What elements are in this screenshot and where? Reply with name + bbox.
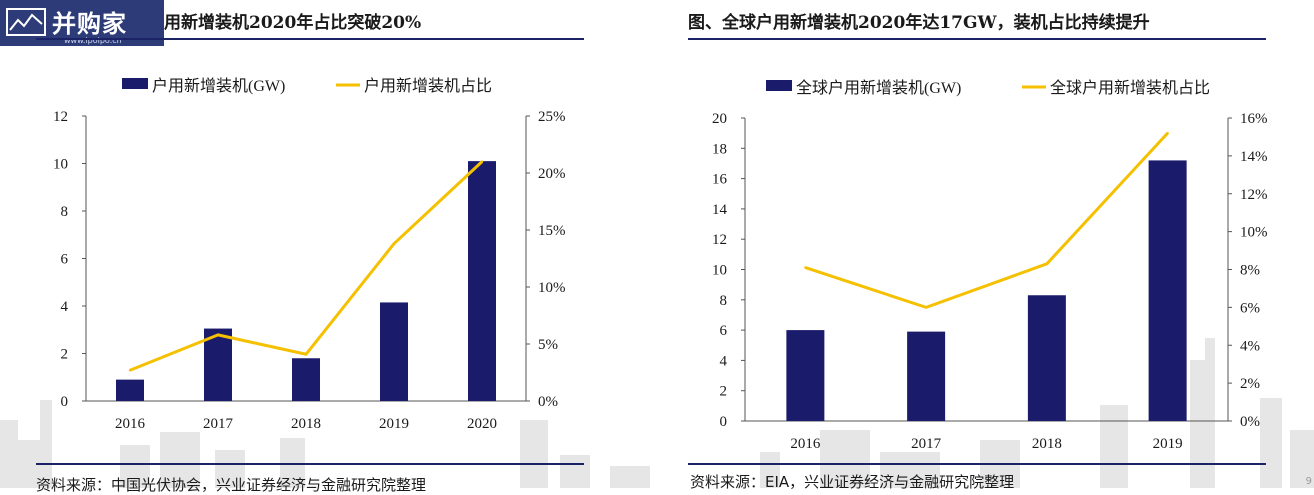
legend-bar-swatch: [766, 80, 792, 91]
right-tick-label: 12%: [1240, 187, 1268, 203]
right-tick-label: 15%: [538, 223, 566, 239]
x-tick-label: 2018: [291, 416, 321, 432]
left-title-rule: [36, 38, 584, 40]
right-tick-label: 25%: [538, 109, 566, 125]
left-tick-label: 0: [61, 394, 69, 410]
x-tick-label: 2017: [203, 416, 234, 432]
legend-line-label: 户用新增装机占比: [364, 77, 492, 95]
right-source-rule: [688, 463, 1266, 465]
left-tick-label: 2: [61, 347, 69, 363]
x-tick-label: 2018: [1032, 436, 1062, 452]
legend-bar-swatch: [122, 78, 148, 89]
left-tick-label: 18: [712, 141, 727, 157]
legend-line-label: 全球户用新增装机占比: [1050, 79, 1210, 97]
left-tick-label: 4: [720, 353, 728, 369]
line-point: [804, 266, 807, 269]
page-number: 9: [1305, 476, 1312, 487]
x-tick-label: 2019: [1153, 436, 1183, 452]
left-source: 资料来源：中国光伏协会，兴业证券经济与金融研究院整理: [36, 476, 427, 494]
line-point: [128, 369, 132, 372]
right-tick-label: 16%: [1240, 111, 1268, 127]
bar: [907, 331, 946, 421]
x-tick-label: 2016: [115, 416, 146, 432]
line-series: [804, 132, 1169, 309]
x-tick-label: 2017: [911, 436, 942, 452]
line-point: [216, 333, 220, 337]
line-series: [129, 160, 484, 372]
right-tick-label: 6%: [1240, 300, 1260, 316]
bar: [204, 328, 232, 401]
left-tick-label: 10: [53, 157, 68, 173]
line-point: [924, 306, 928, 309]
line-point: [392, 242, 396, 245]
right-tick-label: 8%: [1240, 263, 1260, 279]
bar: [116, 379, 144, 401]
x-tick-label: 2016: [790, 436, 821, 452]
left-tick-label: 6: [61, 252, 69, 268]
chart-logo-icon: [6, 8, 46, 36]
right-tick-label: 20%: [538, 166, 566, 182]
bar: [1148, 160, 1187, 422]
right-chart-title: 图、全球户用新增装机2020年达17GW，装机占比持续提升: [688, 13, 1150, 33]
bar: [380, 302, 408, 401]
line-point: [1166, 131, 1169, 135]
legend-bar-label: 全球户用新增装机(GW): [796, 79, 961, 97]
right-tick-label: 4%: [1240, 338, 1260, 354]
left-tick-label: 4: [61, 299, 69, 315]
left-tick-label: 2: [720, 384, 728, 400]
right-tick-label: 5%: [538, 337, 558, 353]
x-tick-label: 2019: [379, 416, 409, 432]
bar: [1027, 295, 1066, 421]
left-tick-label: 8: [720, 293, 728, 309]
logo-subtext: www.ipoipo.cn: [64, 36, 122, 45]
left-tick-label: 6: [720, 323, 728, 339]
x-tick-label: 2020: [467, 416, 497, 432]
bar: [292, 358, 320, 401]
left-tick-label: 14: [712, 202, 728, 218]
right-tick-label: 0%: [1240, 414, 1260, 430]
right-title-rule: [688, 38, 1266, 40]
bar: [468, 161, 496, 401]
left-tick-label: 16: [712, 172, 728, 188]
left-tick-label: 20: [712, 111, 727, 127]
left-chart-title: 用新增装机2020年占比突破20%: [164, 13, 422, 33]
line-point: [304, 353, 308, 356]
right-tick-label: 0%: [538, 394, 558, 410]
line-point: [480, 160, 484, 163]
left-tick-label: 10: [712, 263, 727, 279]
left-source-rule: [36, 463, 584, 465]
right-tick-label: 10%: [1240, 225, 1268, 241]
legend-bar-label: 户用新增装机(GW): [152, 77, 285, 95]
logo-text: 并购家: [52, 10, 127, 38]
right-tick-label: 14%: [1240, 149, 1268, 165]
left-tick-label: 12: [712, 232, 727, 248]
right-source: 资料来源：EIA，兴业证券经济与金融研究院整理: [690, 473, 1015, 491]
left-tick-label: 8: [61, 204, 69, 220]
left-tick-label: 0: [720, 414, 728, 430]
line-point: [1045, 262, 1049, 266]
right-tick-label: 10%: [538, 280, 566, 296]
bar: [786, 330, 825, 421]
right-tick-label: 2%: [1240, 376, 1260, 392]
left-tick-label: 12: [53, 109, 68, 125]
